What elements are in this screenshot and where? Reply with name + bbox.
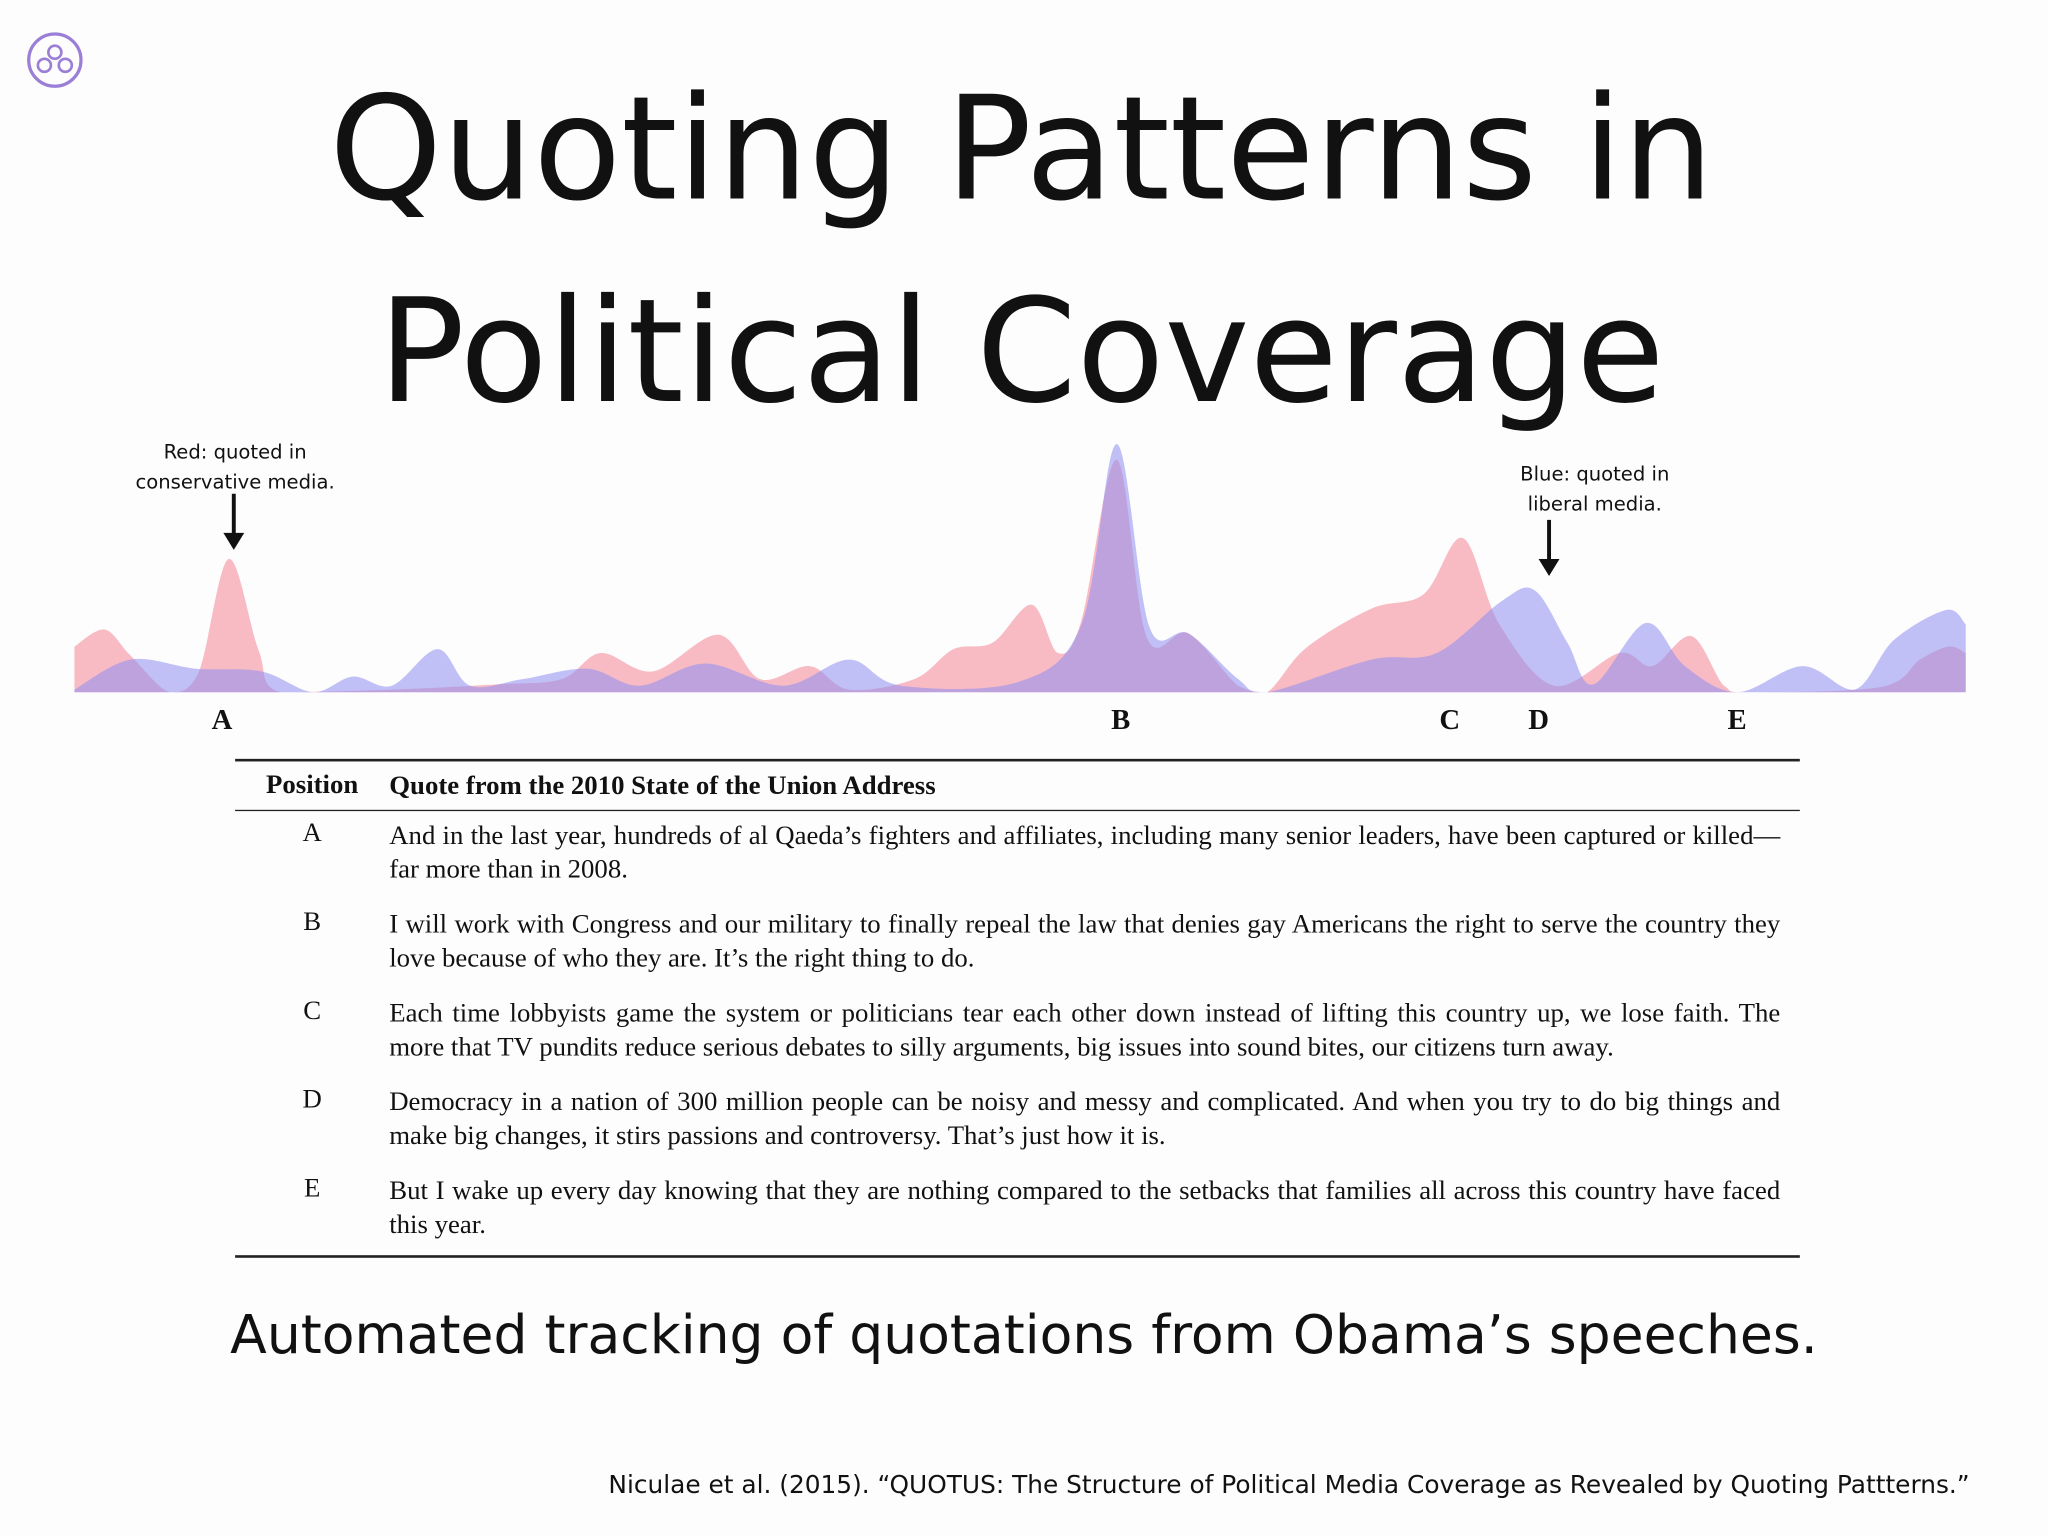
table-row: E But I wake up every day knowing that th…: [235, 1174, 1800, 1255]
annotation: liberal media.: [1528, 493, 1662, 516]
position-label: B: [1111, 704, 1130, 736]
position-cell: A: [302, 818, 322, 848]
title-line: Quoting Patterns in: [329, 66, 1713, 233]
quote-cell: Democracy in a nation of 300 million peo…: [389, 1087, 1781, 1151]
quote-cell: But I wake up every day knowing that the…: [389, 1176, 1781, 1240]
position-cell: C: [303, 996, 322, 1026]
quote-table: Position Quote from the 2010 State of th…: [235, 758, 1800, 1258]
position-cell: D: [302, 1085, 322, 1115]
position-cell: E: [303, 1174, 321, 1203]
header-cell: Position: [266, 770, 359, 800]
table-row: B I will work with Congress and our milit…: [235, 908, 1800, 989]
title-line: Political Coverage: [378, 268, 1664, 435]
header-cell: Quote from the 2010 State of the Union A…: [389, 771, 936, 800]
position-label: E: [1728, 704, 1747, 736]
logo: [27, 32, 83, 88]
table-header: Position Quote from the 2010 State of th…: [235, 761, 1800, 812]
position-label: D: [1528, 704, 1549, 736]
quote-cell: I will work with Congress and our milita…: [389, 910, 1781, 974]
position-label: C: [1439, 704, 1460, 736]
caption: Automated tracking of quotations from Ob…: [230, 1303, 1818, 1367]
annotation: Blue: quoted in: [1520, 463, 1669, 486]
table-row: C Each time lobbyists game the system or …: [235, 997, 1800, 1078]
coverage-curves: [74, 444, 1966, 693]
annotation: Red: quoted in: [164, 440, 307, 463]
citation: Niculae et al. (2015). “QUOTUS: The Stru…: [608, 1470, 1970, 1500]
position-label: A: [212, 704, 233, 736]
table-row: A And in the last year, hundreds of al Qa…: [235, 819, 1800, 900]
conservative-curve: [74, 459, 1966, 693]
liberal-curve: [74, 444, 1966, 693]
arrows: [223, 493, 1560, 576]
annotation: conservative media.: [135, 470, 334, 493]
table-row: D Democracy in a nation of 300 million pe…: [235, 1085, 1800, 1166]
quote-cell: Each time lobbyists game the system or p…: [389, 999, 1781, 1062]
quote-cell: And in the last year, hundreds of al Qae…: [389, 821, 1781, 885]
position-cell: B: [303, 907, 322, 937]
